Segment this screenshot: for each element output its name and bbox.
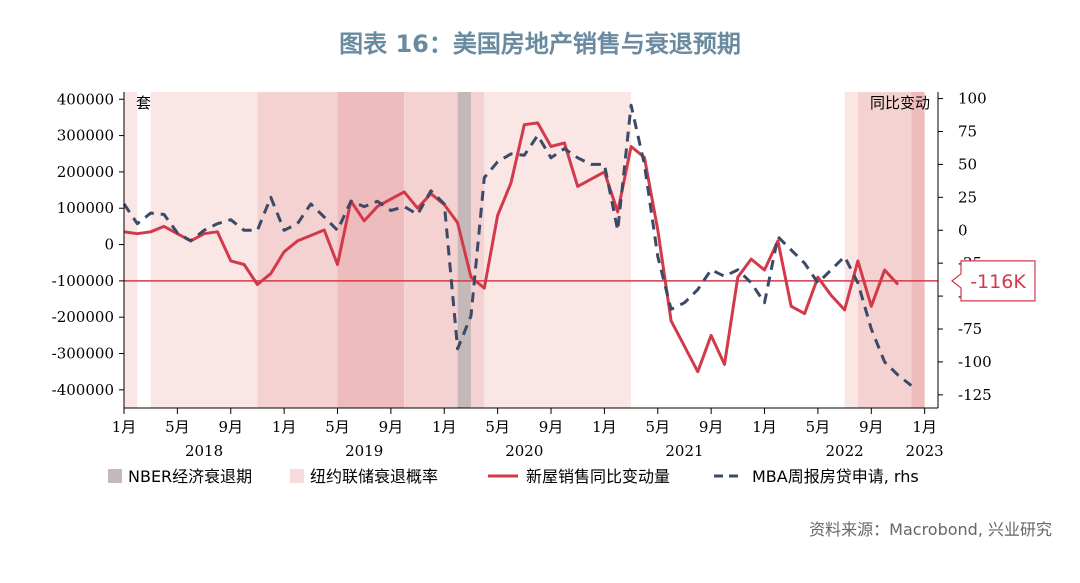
left-tick-label: -200000 bbox=[52, 308, 114, 326]
shade-mid bbox=[257, 92, 338, 408]
year-label: 2020 bbox=[505, 442, 543, 460]
left-tick-label: -100000 bbox=[52, 272, 114, 290]
left-tick-label: 100000 bbox=[57, 199, 114, 217]
left-tick-label: 300000 bbox=[57, 127, 114, 145]
x-tick-label: 1月 bbox=[752, 418, 777, 436]
legend-swatch-box bbox=[290, 469, 304, 483]
year-label: 2023 bbox=[906, 442, 944, 460]
x-tick-label: 9月 bbox=[539, 418, 564, 436]
series-layer bbox=[122, 103, 913, 387]
legend: NBER经济衰退期 纽约联储衰退概率 新屋销售同比变动量 MBA周报房贷申请, rhs bbox=[108, 467, 919, 486]
shade-dark bbox=[911, 92, 925, 408]
chart-title: 图表 16：美国房地产销售与衰退预期 bbox=[339, 30, 741, 58]
x-tick-label: 9月 bbox=[699, 418, 724, 436]
right-tick-label: 25 bbox=[958, 188, 977, 206]
shading-layer bbox=[124, 92, 925, 408]
axis-layer: 400000 300000 200000 100000 0 -100000 -200000 -… bbox=[52, 90, 992, 460]
legend-label: MBA周报房贷申请, rhs bbox=[752, 467, 919, 486]
x-tick-label: 5月 bbox=[325, 418, 350, 436]
right-tick-label: -100 bbox=[958, 353, 992, 371]
shade-light bbox=[150, 92, 258, 408]
year-label: 2021 bbox=[665, 442, 703, 460]
shade-mid bbox=[857, 92, 912, 408]
right-tick-label: 75 bbox=[958, 123, 977, 141]
left-unit-label: 套 bbox=[136, 94, 151, 112]
right-unit-label: 同比变动 bbox=[870, 94, 930, 112]
right-tick-label: 100 bbox=[958, 90, 987, 108]
x-tick-label: 1月 bbox=[912, 418, 937, 436]
left-tick-label: -400000 bbox=[52, 381, 114, 399]
x-tick-label: 5月 bbox=[645, 418, 670, 436]
left-tick-label: 200000 bbox=[57, 163, 114, 181]
shade-light bbox=[484, 92, 632, 408]
x-tick-label: 9月 bbox=[218, 418, 243, 436]
year-label: 2018 bbox=[185, 442, 223, 460]
x-tick-label: 1月 bbox=[592, 418, 617, 436]
left-tick-label: 0 bbox=[104, 236, 114, 254]
right-tick-label: 50 bbox=[958, 155, 977, 173]
right-tick-label: -75 bbox=[958, 320, 982, 338]
source-note: 资料来源：Macrobond, 兴业研究 bbox=[809, 520, 1052, 539]
legend-label: 新屋销售同比变动量 bbox=[526, 467, 670, 486]
x-tick-label: 9月 bbox=[859, 418, 884, 436]
mba-series-line bbox=[122, 103, 913, 387]
legend-swatch-box bbox=[108, 469, 122, 483]
x-tick-label: 5月 bbox=[485, 418, 510, 436]
year-label: 2019 bbox=[345, 442, 383, 460]
legend-label: 纽约联储衰退概率 bbox=[310, 467, 438, 486]
new-home-series-line bbox=[123, 121, 900, 374]
left-tick-label: 400000 bbox=[57, 90, 114, 108]
shade-light bbox=[124, 92, 138, 408]
callout-layer: -116K bbox=[951, 260, 1036, 302]
right-tick-label: -125 bbox=[958, 386, 992, 404]
x-tick-label: 5月 bbox=[165, 418, 190, 436]
legend-label: NBER经济衰退期 bbox=[128, 467, 252, 486]
callout-box bbox=[951, 260, 1036, 302]
shade-dark bbox=[337, 92, 405, 408]
x-tick-label: 5月 bbox=[806, 418, 831, 436]
year-label: 2022 bbox=[825, 442, 863, 460]
shade-light bbox=[844, 92, 858, 408]
left-tick-label: -300000 bbox=[52, 345, 114, 363]
callout-label: -116K bbox=[970, 271, 1026, 293]
x-tick-label: 1月 bbox=[432, 418, 457, 436]
x-tick-label: 1月 bbox=[112, 418, 137, 436]
x-tick-label: 9月 bbox=[379, 418, 404, 436]
x-tick-label: 1月 bbox=[272, 418, 297, 436]
right-tick-label: 0 bbox=[958, 221, 968, 239]
